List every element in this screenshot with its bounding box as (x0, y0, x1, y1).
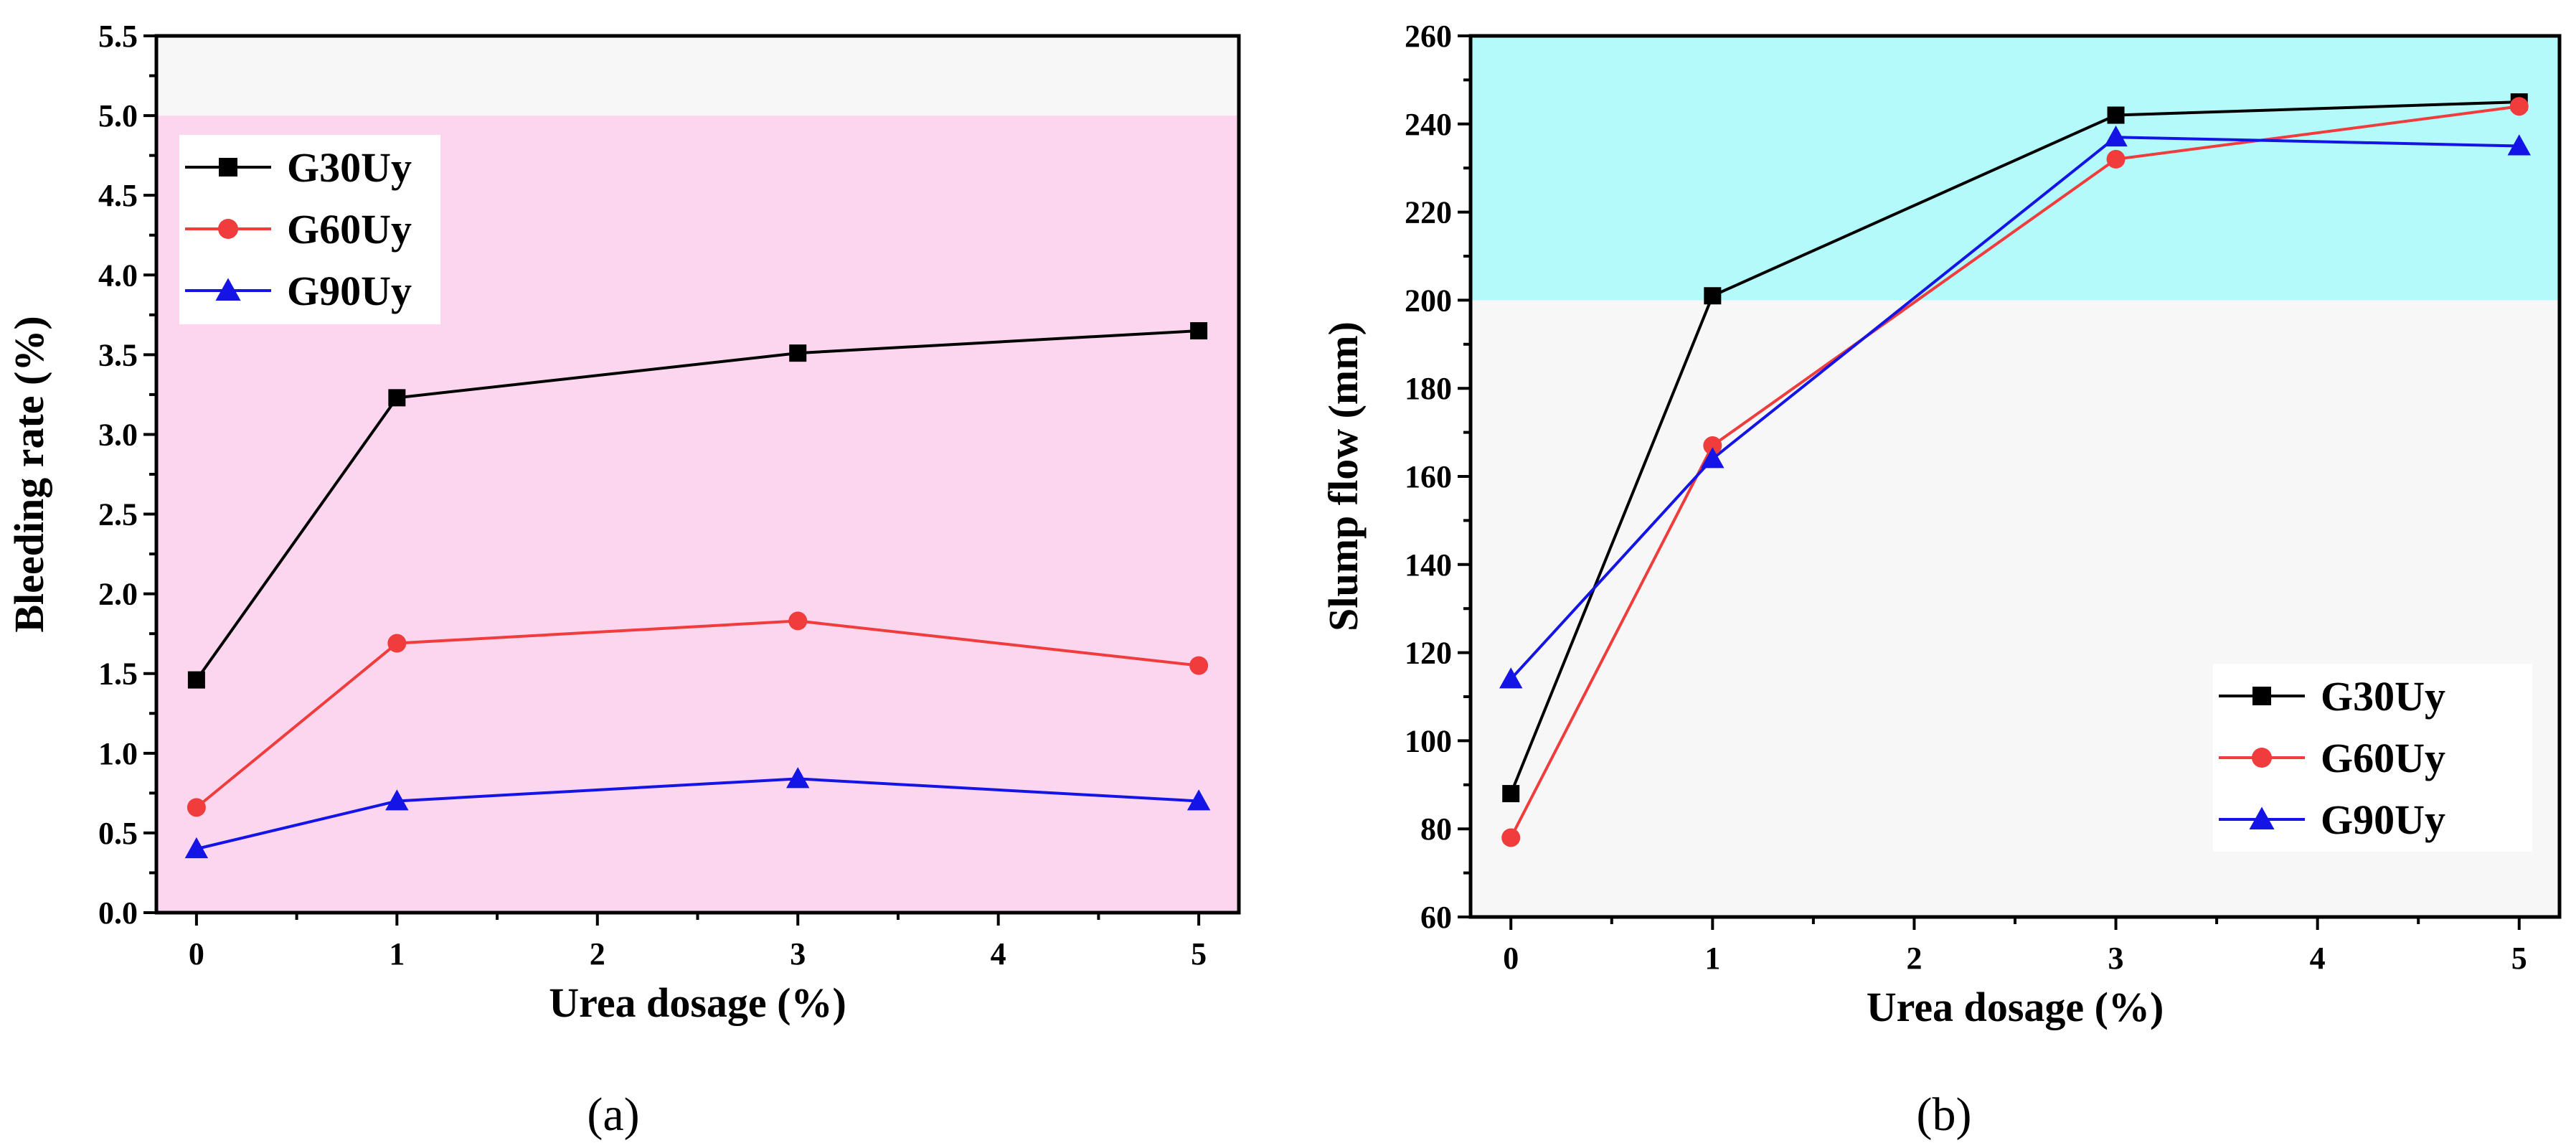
series-line-g90uy (196, 777, 1199, 851)
x-tick-label: 5 (1191, 936, 1207, 971)
y-tick-label: 4.0 (98, 258, 138, 293)
legend: G30Uy G60Uy G90Uy (179, 135, 440, 324)
y-tick-label: 80 (1420, 811, 1452, 847)
data-point-g90uy-5 (2507, 134, 2531, 156)
y-tick-label: 160 (1405, 459, 1452, 494)
y-tick-label: 180 (1405, 371, 1452, 406)
x-tick-label: 1 (1704, 941, 1720, 976)
legend-label-g30uy: G30Uy (287, 144, 412, 191)
x-axis-label: Urea dosage (%) (1867, 984, 2164, 1030)
x-tick-label: 5 (2511, 941, 2527, 976)
data-point-g90uy-0 (184, 837, 209, 859)
y-tick-label: 240 (1405, 107, 1452, 142)
legend-label-g90uy: G90Uy (287, 268, 412, 314)
data-point-g30uy-3 (789, 344, 807, 362)
y-tick-label: 120 (1405, 636, 1452, 671)
y-tick-label: 3.5 (98, 337, 138, 372)
shaded-band (1471, 36, 2560, 301)
y-tick-label: 5.5 (98, 19, 138, 54)
data-point-g90uy-5 (1186, 789, 1211, 811)
data-point-g90uy-1 (1701, 447, 1725, 469)
y-tick-label: 1.0 (98, 736, 138, 771)
y-tick-label: 200 (1405, 283, 1452, 318)
series-line-g30uy (1509, 100, 2519, 794)
y-tick-label: 220 (1405, 195, 1452, 230)
data-point-g60uy-5 (1189, 656, 1209, 675)
panel-caption: (b) (1917, 1088, 1972, 1141)
x-tick-label: 0 (1503, 941, 1519, 976)
data-point-g90uy-0 (1499, 667, 1523, 689)
legend-label-g30uy: G30Uy (2321, 673, 2445, 720)
data-point-g60uy-3 (2106, 149, 2126, 169)
legend-label-g60uy: G60Uy (287, 206, 412, 253)
data-point-g30uy-1 (1704, 287, 1722, 305)
y-tick-label: 260 (1405, 19, 1452, 54)
data-point-g60uy-5 (2509, 97, 2529, 116)
legend: G30Uy G60Uy G90Uy (2213, 664, 2532, 852)
y-axis-label: Bleeding rate (%) (6, 316, 52, 632)
data-point-g30uy-1 (388, 389, 406, 407)
x-tick-label: 3 (790, 936, 806, 971)
y-axis-label: Slump flow (mm) (1320, 321, 1367, 631)
y-tick-label: 140 (1405, 547, 1452, 583)
y-tick-label: 0.0 (98, 895, 138, 931)
data-point-g90uy-3 (2104, 126, 2128, 147)
data-point-g30uy-0 (1502, 785, 1520, 803)
panel-caption: (a) (587, 1088, 639, 1141)
y-tick-label: 5.0 (98, 98, 138, 133)
chart-b-slump-flow: 60 80 100 120 140 160 180 200 220 240 260 0 1 2 3 4 5 Ure… (1320, 19, 2562, 1141)
data-point-g30uy-3 (2107, 106, 2125, 124)
x-tick-label: 2 (1906, 941, 1922, 976)
y-tick-label: 0.5 (98, 816, 138, 851)
y-tick-label: 3.0 (98, 417, 138, 452)
x-tick-label: 3 (2108, 941, 2124, 976)
data-point-g90uy-3 (786, 767, 810, 789)
x-tick-label: 0 (189, 936, 204, 971)
y-tick-label: 4.5 (98, 178, 138, 213)
series-line-g60uy (195, 619, 1199, 809)
data-point-g60uy-3 (788, 611, 808, 631)
legend-marker-g30uy (2252, 687, 2271, 705)
data-point-g60uy-0 (1501, 828, 1521, 847)
x-tick-label: 1 (389, 936, 405, 971)
data-point-g60uy-1 (1703, 436, 1722, 456)
data-point-g90uy-1 (385, 789, 409, 811)
legend-marker-g90uy (2249, 806, 2275, 830)
series-line-g90uy (1509, 136, 2519, 680)
x-tick-label: 4 (2310, 941, 2326, 976)
legend-marker-g60uy (218, 219, 238, 239)
y-tick-label: 2.5 (98, 497, 138, 532)
data-point-g60uy-1 (387, 634, 407, 653)
series-line-g60uy (1509, 105, 2520, 839)
y-tick-label: 1.5 (98, 657, 138, 692)
y-tick-label: 100 (1405, 723, 1452, 758)
legend-label-g90uy: G90Uy (2321, 796, 2445, 843)
x-tick-label: 2 (590, 936, 605, 971)
legend-label-g60uy: G60Uy (2321, 735, 2445, 781)
data-point-g30uy-0 (187, 671, 205, 689)
data-point-g30uy-5 (1190, 322, 1208, 340)
legend-marker-g30uy (219, 158, 237, 177)
y-tick-label: 60 (1420, 900, 1452, 935)
y-tick-label: 2.0 (98, 577, 138, 612)
legend-marker-g90uy (215, 278, 241, 301)
x-axis-label: Urea dosage (%) (549, 979, 846, 1026)
chart-a-bleeding-rate: 0.0 0.5 1.0 1.5 2.0 2.5 3.0 3.5 4.0 4.5 5.0 5.5 0 1 2 3… (6, 19, 1241, 1141)
series-line-g30uy (195, 329, 1199, 681)
legend-marker-g60uy (2252, 748, 2272, 768)
data-point-g60uy-0 (187, 798, 206, 817)
x-tick-label: 4 (991, 936, 1006, 971)
